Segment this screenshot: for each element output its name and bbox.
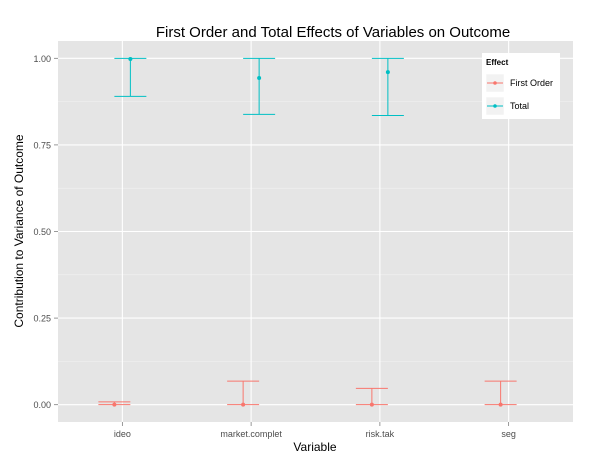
axis-labels: 0.00 0.25 0.50 0.75 1.00 ideo market.complet ri… [33,54,515,439]
chart-title: First Order and Total Effects of Variabl… [156,24,510,41]
data-point [257,76,262,81]
data-point [128,57,133,62]
y-tick-label: 1.00 [33,54,51,64]
y-tick-label: 0.75 [33,140,51,150]
legend: Effect First Order Total [482,53,560,119]
data-point [241,402,246,407]
series-layer [98,57,517,407]
x-axis-title: Variable [293,440,336,454]
data-point [385,70,390,75]
series-first-order [98,380,517,407]
legend-entry-label: Total [510,101,529,111]
x-tick-label: risk.tak [366,429,395,439]
x-tick-label: ideo [114,429,131,439]
data-point [369,402,374,407]
data-point [498,402,503,407]
x-tick-label: seg [501,429,516,439]
y-tick-label: 0.00 [33,400,51,410]
legend-key-point [493,104,497,108]
data-point [112,402,117,407]
legend-title: Effect [486,58,509,67]
legend-key-point [493,81,497,85]
y-tick-label: 0.50 [33,227,51,237]
series-total [114,57,404,116]
legend-entry-label: First Order [510,78,553,88]
y-axis-title: Contribution to Variance of Outcome [12,134,26,328]
y-tick-label: 0.25 [33,314,51,324]
x-tick-label: market.complet [220,429,282,439]
